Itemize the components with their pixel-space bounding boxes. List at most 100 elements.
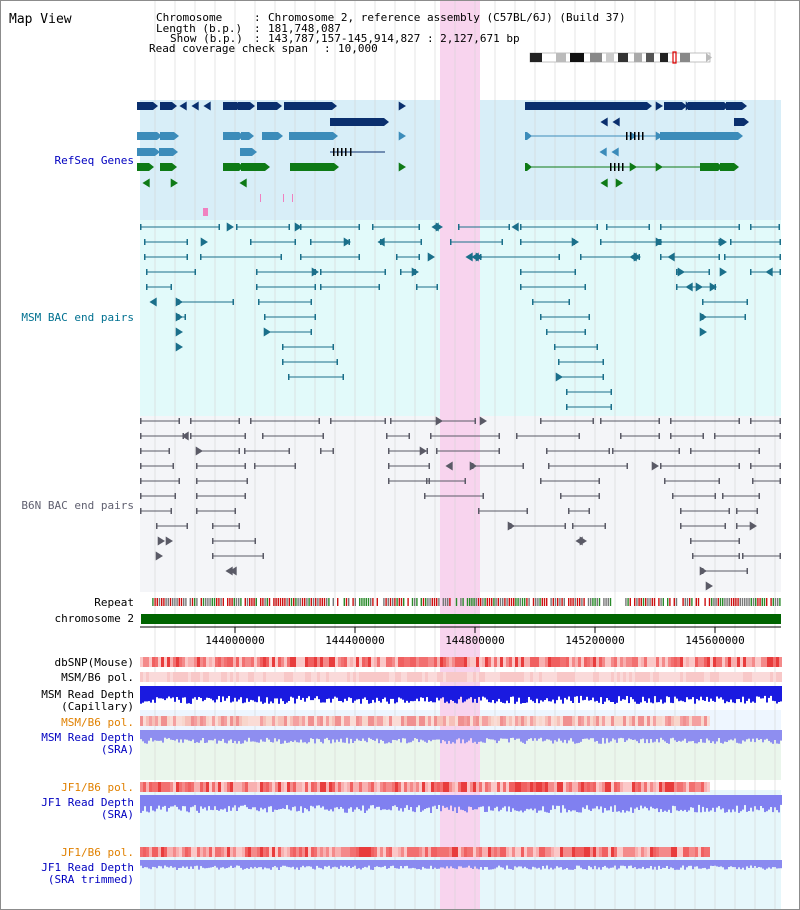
refseq-gene[interactable] — [290, 163, 334, 171]
msm-bac-pair-end[interactable] — [584, 329, 587, 335]
repeat-feature[interactable] — [348, 598, 350, 606]
refseq-gene[interactable] — [137, 148, 155, 156]
msm-bac-pair-arrow[interactable] — [719, 267, 727, 277]
repeat-feature[interactable] — [315, 598, 317, 606]
repeat-feature[interactable] — [713, 598, 715, 606]
repeat-feature[interactable] — [178, 598, 180, 606]
b6n-bac-pair-end[interactable] — [196, 508, 198, 514]
msm-bac-pair-arrow[interactable] — [175, 297, 183, 307]
repeat-feature[interactable] — [238, 598, 240, 606]
repeat-feature[interactable] — [568, 598, 570, 606]
b6n-bac-pair-arrow[interactable] — [699, 566, 707, 576]
msm-bac-pair-end[interactable] — [778, 224, 781, 230]
refseq-gene-tip[interactable] — [278, 132, 283, 140]
refseq-gene-tip[interactable] — [174, 132, 179, 140]
msm-bac-pair-end[interactable] — [336, 359, 339, 365]
repeat-feature[interactable] — [370, 598, 372, 606]
repeat-feature[interactable] — [748, 598, 750, 606]
b6n-bac-pair-end[interactable] — [702, 433, 705, 439]
repeat-feature[interactable] — [319, 598, 321, 606]
b6n-bac-pair-end[interactable] — [172, 463, 175, 469]
b6n-bac-pair-end[interactable] — [690, 448, 692, 454]
b6n-bac-pair-end[interactable] — [779, 553, 782, 559]
repeat-feature[interactable] — [376, 598, 378, 606]
msm-bac-pair-end[interactable] — [566, 389, 568, 395]
msm-bac-pair-end[interactable] — [450, 239, 452, 245]
repeat-feature[interactable] — [526, 598, 528, 606]
refseq-gene-tip[interactable] — [734, 163, 739, 171]
refseq-gene[interactable] — [289, 132, 333, 140]
repeat-feature[interactable] — [596, 598, 598, 606]
repeat-feature[interactable] — [587, 598, 590, 606]
msm-bac-pair-end[interactable] — [342, 374, 345, 380]
msm-bac-pair-end[interactable] — [310, 329, 313, 335]
refseq-gene-arrow[interactable] — [191, 101, 199, 111]
refseq-gene-tip[interactable] — [149, 163, 154, 171]
repeat-feature[interactable] — [304, 598, 306, 606]
repeat-feature[interactable] — [598, 598, 601, 606]
repeat-feature[interactable] — [229, 598, 231, 606]
refseq-features[interactable] — [137, 101, 749, 216]
repeat-feature[interactable] — [365, 598, 367, 606]
msm-bac-pair-arrow[interactable] — [411, 267, 419, 277]
repeat-feature[interactable] — [466, 598, 469, 606]
msm-bac-pair-arrow[interactable] — [677, 267, 685, 277]
repeat-feature[interactable] — [528, 598, 530, 606]
b6n-bac-pair-end[interactable] — [572, 523, 574, 529]
repeat-feature[interactable] — [504, 598, 506, 606]
refseq-gene[interactable] — [240, 148, 252, 156]
repeat-feature[interactable] — [691, 598, 693, 606]
b6n-bac-pair-end[interactable] — [168, 448, 171, 454]
repeat-feature[interactable] — [662, 598, 664, 606]
b6n-bac-pair-end[interactable] — [516, 433, 518, 439]
msm-bac-pair-arrow[interactable] — [719, 237, 727, 247]
repeat-feature[interactable] — [165, 598, 167, 606]
repeat-feature[interactable] — [310, 598, 312, 606]
msm-bac-pair-arrow[interactable] — [175, 312, 183, 322]
repeat-feature[interactable] — [306, 598, 308, 606]
refseq-gene-tip[interactable] — [742, 102, 747, 110]
b6n-bac-pair-end[interactable] — [598, 493, 601, 499]
b6n-bac-pair-end[interactable] — [464, 478, 467, 484]
b6n-bac-pair-end[interactable] — [140, 433, 142, 439]
repeat-feature[interactable] — [772, 598, 774, 606]
b6n-bac-pair-end[interactable] — [212, 553, 214, 559]
repeat-feature[interactable] — [684, 598, 686, 606]
b6n-bac-pair-arrow[interactable] — [749, 521, 757, 531]
msm-bac-pair-end[interactable] — [738, 224, 741, 230]
b6n-bac-pair-end[interactable] — [390, 418, 392, 424]
b6n-bac-pair-arrow[interactable] — [229, 566, 237, 576]
repeat-feature[interactable] — [200, 598, 202, 606]
repeat-feature[interactable] — [354, 598, 356, 606]
b6n-bac-pair-end[interactable] — [190, 433, 192, 439]
repeat-feature[interactable] — [343, 598, 345, 606]
b6n-bac-pair-end[interactable] — [758, 448, 761, 454]
refseq-gene[interactable] — [688, 102, 724, 110]
b6n-bac-pair-end[interactable] — [718, 478, 721, 484]
refseq-gene[interactable] — [241, 132, 249, 140]
refseq-gene[interactable] — [664, 102, 682, 110]
refseq-gene-tip[interactable] — [252, 148, 257, 156]
repeat-feature[interactable] — [651, 598, 653, 606]
repeat-feature[interactable] — [495, 598, 497, 606]
chromosome-ideogram[interactable] — [529, 51, 712, 64]
repeat-feature[interactable] — [218, 598, 220, 606]
msm-bac-pair-arrow[interactable] — [685, 282, 693, 292]
msm-bac-pair-arrow[interactable] — [655, 237, 663, 247]
msm-bac-pair-end[interactable] — [779, 239, 782, 245]
repeat-feature[interactable] — [517, 598, 519, 606]
repeat-feature[interactable] — [385, 598, 387, 606]
msm-bac-pair-arrow[interactable] — [555, 372, 563, 382]
b6n-bac-pair-end[interactable] — [174, 493, 177, 499]
msm-bac-pair-end[interactable] — [294, 239, 297, 245]
msm-bac-pair-end[interactable] — [140, 224, 142, 230]
b6n-bac-pair-end[interactable] — [318, 418, 321, 424]
b6n-bac-pair-arrow[interactable] — [445, 461, 453, 471]
msm-bac-pair-end[interactable] — [416, 284, 418, 290]
repeat-feature[interactable] — [174, 598, 176, 606]
b6n-bac-pair-end[interactable] — [690, 538, 692, 544]
b6n-bac-pair-end[interactable] — [714, 433, 716, 439]
msm-bac-pair-end[interactable] — [566, 404, 568, 410]
repeat-feature[interactable] — [766, 598, 768, 606]
repeat-feature[interactable] — [653, 598, 656, 606]
